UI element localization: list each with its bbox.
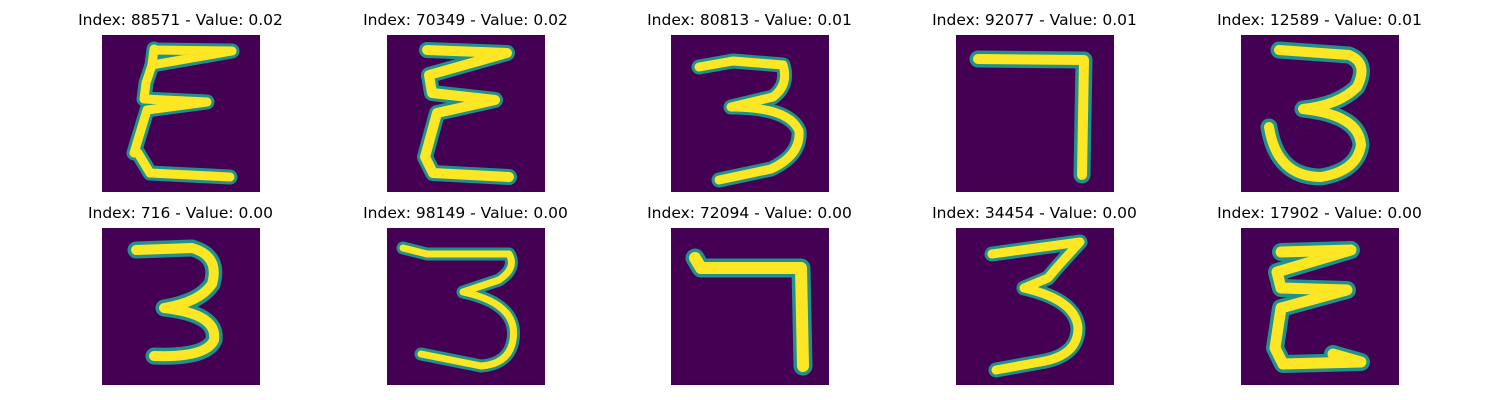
panel-2: Index: 70349 - Value: 0.02 <box>323 0 608 192</box>
digit-image <box>671 35 829 192</box>
digit-image <box>1241 35 1399 192</box>
panel-title: Index: 17902 - Value: 0.00 <box>1217 204 1422 222</box>
panel-title: Index: 12589 - Value: 0.01 <box>1217 11 1422 29</box>
digit-image <box>671 228 829 385</box>
panel-title: Index: 72094 - Value: 0.00 <box>647 204 852 222</box>
panel-7: Index: 98149 - Value: 0.00 <box>323 193 608 385</box>
panel-10: Index: 17902 - Value: 0.00 <box>1177 193 1462 385</box>
panel-title: Index: 716 - Value: 0.00 <box>87 204 274 222</box>
panel-1: Index: 88571 - Value: 0.02 <box>38 0 323 192</box>
panel-9: Index: 34454 - Value: 0.00 <box>892 193 1177 385</box>
digit-image <box>387 35 545 192</box>
digit-image <box>1241 228 1399 385</box>
panel-title: Index: 34454 - Value: 0.00 <box>932 204 1137 222</box>
panel-8: Index: 72094 - Value: 0.00 <box>607 193 892 385</box>
digit-image <box>956 35 1114 192</box>
panel-title: Index: 92077 - Value: 0.01 <box>932 11 1137 29</box>
glyph-stroke <box>126 41 240 185</box>
digit-image <box>387 228 545 385</box>
panel-title: Index: 88571 - Value: 0.02 <box>78 11 283 29</box>
digit-image <box>102 35 260 192</box>
panel-4: Index: 92077 - Value: 0.01 <box>892 0 1177 192</box>
panel-title: Index: 70349 - Value: 0.02 <box>363 11 568 29</box>
digit-image <box>956 228 1114 385</box>
panel-3: Index: 80813 - Value: 0.01 <box>607 0 892 192</box>
panel-title: Index: 80813 - Value: 0.01 <box>647 11 852 29</box>
digit-image <box>102 228 260 385</box>
panel-5: Index: 12589 - Value: 0.01 <box>1177 0 1462 192</box>
panel-6: Index: 716 - Value: 0.00 <box>38 193 323 385</box>
panel-title: Index: 98149 - Value: 0.00 <box>363 204 568 222</box>
